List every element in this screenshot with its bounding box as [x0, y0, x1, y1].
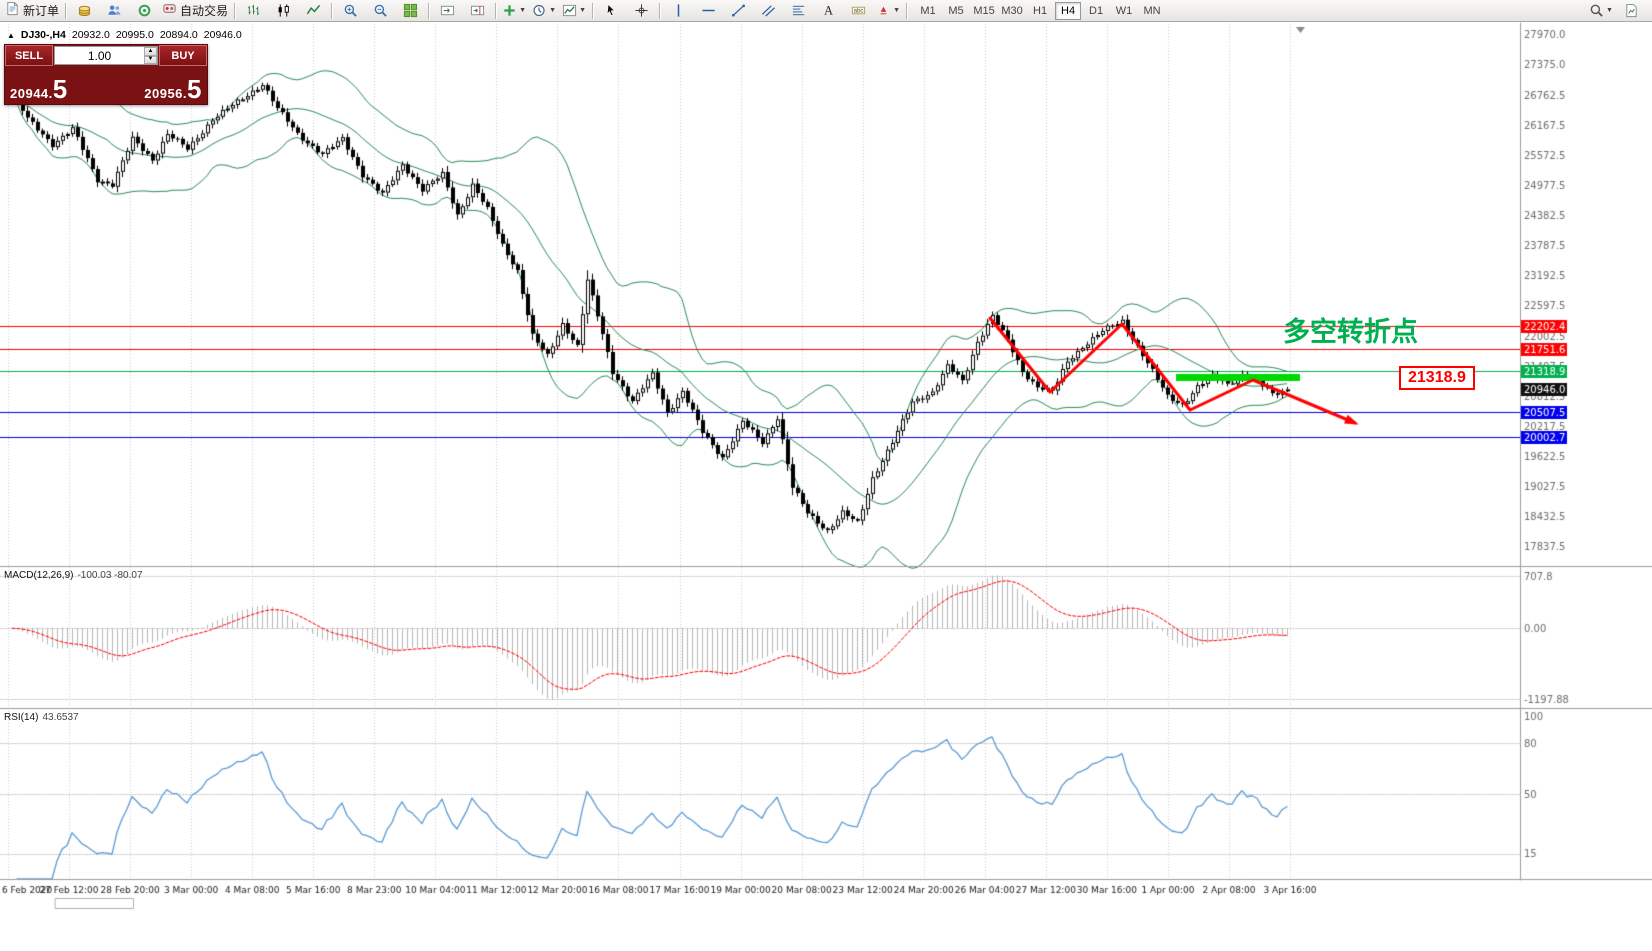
ohlc-close: 20946.0 [203, 29, 242, 41]
volume-box: ▲ ▼ [54, 46, 158, 65]
zoom-in-button[interactable] [335, 0, 365, 22]
text-button[interactable]: A [813, 0, 843, 22]
symbol-search-button[interactable]: ▼ [1586, 0, 1616, 22]
chevron-down-icon: ▼ [519, 7, 526, 14]
fibonacci-button[interactable] [783, 0, 813, 22]
channel-button[interactable] [753, 0, 783, 22]
new-order-button[interactable]: 新订单 [2, 0, 62, 22]
timeframe-m30-button[interactable]: M30 [999, 2, 1025, 20]
zoom-out-button[interactable] [365, 0, 395, 22]
timeframe-h4-button[interactable]: H4 [1055, 1, 1082, 20]
svg-text:abc: abc [853, 8, 863, 15]
templates-button[interactable]: ▼ [559, 0, 589, 22]
volume-down-button[interactable]: ▼ [144, 55, 157, 64]
chevron-down-icon: ▼ [579, 7, 586, 14]
toolbar-separator [906, 2, 908, 19]
ohlc-open: 20932.0 [71, 29, 110, 41]
toolbar-separator [428, 2, 430, 19]
toolbar-right-group: ▼ [1586, 0, 1646, 22]
autotrading-icon [162, 1, 177, 21]
autotrading-label: 自动交易 [180, 4, 229, 18]
one-click-trading-panel: SELL ▲ ▼ BUY 20944.5 20956.5 [4, 44, 208, 105]
toolbar: 新订单 自动交易 ▼ ▼ ▼ A abc ▼ M1 M5 M15 M30 H1 H4 D1 W… [0, 0, 1652, 22]
community-icon[interactable] [99, 0, 129, 22]
symbol-name: DJ30-,H4 [20, 29, 66, 41]
volume-input[interactable] [55, 47, 144, 64]
buy-button[interactable]: BUY [159, 45, 207, 66]
timeframe-h1-button[interactable]: H1 [1027, 2, 1053, 20]
sell-button[interactable]: SELL [5, 45, 53, 66]
sell-price[interactable]: 20944.5 [10, 74, 68, 104]
horizontal-line-button[interactable] [693, 0, 723, 22]
tile-windows-button[interactable] [395, 0, 425, 22]
toolbar-separator [659, 2, 661, 19]
ohlc-low: 20894.0 [159, 29, 198, 41]
ohlc-high: 20995.0 [115, 29, 154, 41]
chevron-down-icon: ▼ [549, 7, 556, 14]
timeframe-m5-button[interactable]: M5 [943, 2, 969, 20]
timeframe-group: M1 M5 M15 M30 H1 H4 D1 W1 MN [914, 1, 1166, 20]
rsi-value: 43.6537 [42, 712, 79, 723]
crosshair-button[interactable] [626, 0, 656, 22]
arrows-button[interactable]: ▼ [873, 0, 903, 22]
chart-shift-button[interactable] [462, 0, 492, 22]
periods-button[interactable]: ▼ [529, 0, 559, 22]
timeframe-m1-button[interactable]: M1 [915, 2, 941, 20]
volume-up-button[interactable]: ▲ [144, 47, 157, 56]
line-chart-button[interactable] [298, 0, 328, 22]
chevron-down-icon: ▼ [1606, 7, 1613, 14]
timeframe-w1-button[interactable]: W1 [1111, 2, 1137, 20]
chevron-down-icon: ▼ [893, 7, 900, 14]
timeframe-d1-button[interactable]: D1 [1083, 2, 1109, 20]
macd-indicator-label: MACD(12,26,9) -100.03 -80.07 [4, 570, 143, 581]
svg-text:A: A [824, 4, 833, 18]
support-icon[interactable] [129, 0, 159, 22]
toolbar-separator [65, 2, 67, 19]
trendline-button[interactable] [723, 0, 753, 22]
new-order-label: 新订单 [23, 4, 60, 18]
timeframe-mn-button[interactable]: MN [1139, 2, 1165, 20]
rsi-indicator-label: RSI(14) 43.6537 [4, 712, 79, 723]
timeframe-m15-button[interactable]: M15 [971, 2, 997, 20]
text-label-button[interactable]: abc [843, 0, 873, 22]
new-order-icon [5, 1, 20, 21]
indicators-button[interactable]: ▼ [499, 0, 529, 22]
cursor-button[interactable] [596, 0, 626, 22]
autotrading-button[interactable]: 自动交易 [159, 0, 231, 22]
auto-scroll-button[interactable] [432, 0, 462, 22]
vertical-line-button[interactable] [663, 0, 693, 22]
buy-price[interactable]: 20956.5 [144, 74, 202, 104]
toolbar-separator [331, 2, 333, 19]
price-level-callout: 21318.9 [1399, 366, 1475, 390]
toolbar-separator [592, 2, 594, 19]
new-chart-button[interactable] [1616, 0, 1646, 22]
bar-chart-button[interactable] [238, 0, 268, 22]
deposit-icon[interactable] [69, 0, 99, 22]
toolbar-separator [234, 2, 236, 19]
toolbar-separator [495, 2, 497, 19]
turning-point-annotation: 多空转折点 [1283, 317, 1418, 347]
macd-values: -100.03 -80.07 [77, 570, 143, 581]
candlestick-chart-button[interactable] [268, 0, 298, 22]
symbol-info: ▲ DJ30-,H4 20932.0 20995.0 20894.0 20946… [7, 29, 242, 41]
symbol-arrow-icon: ▲ [7, 30, 15, 40]
